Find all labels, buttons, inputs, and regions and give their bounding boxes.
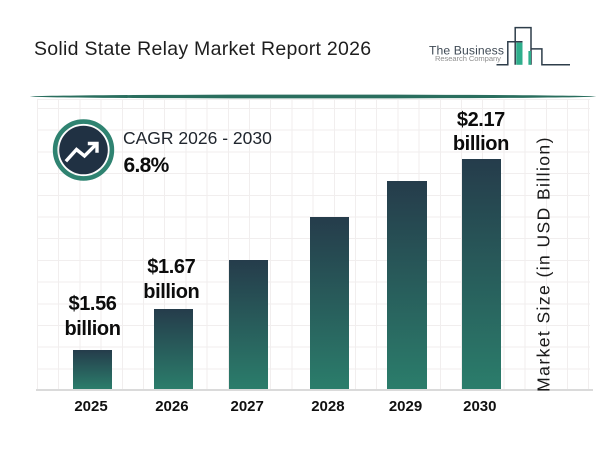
svg-text:Research Company: Research Company xyxy=(435,54,501,63)
svg-text:The Business: The Business xyxy=(429,43,504,57)
